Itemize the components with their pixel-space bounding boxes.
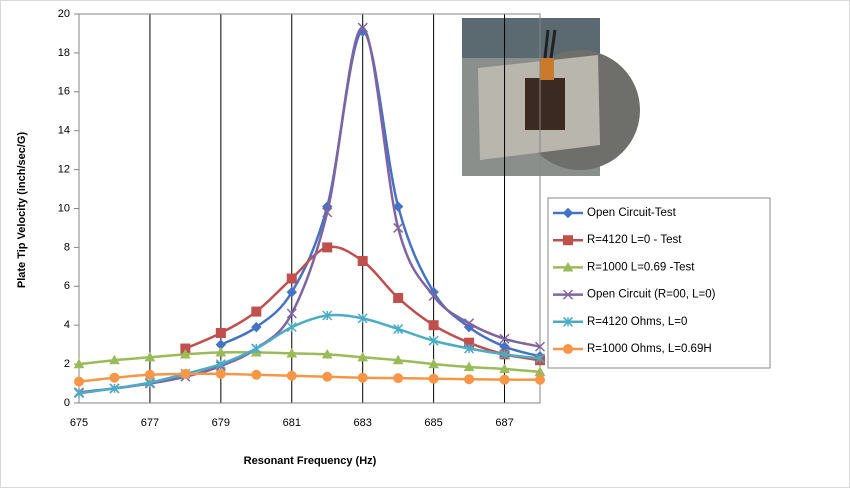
marker [392,201,404,212]
marker [393,292,404,303]
marker [392,354,404,365]
marker [74,376,84,387]
marker [251,306,262,317]
y-tick-label: 2 [64,358,70,370]
x-tick-label: 685 [424,417,442,429]
marker [393,222,404,233]
marker [322,207,333,218]
marker [322,242,333,253]
marker [180,348,191,359]
marker [109,354,120,365]
y-tick-label: 8 [64,241,70,253]
marker [357,372,368,383]
marker [215,327,226,338]
marker [322,310,333,321]
marker [286,308,297,319]
legend-marker [563,235,573,246]
marker [464,343,475,354]
legend-label: R=4120 Ohms, L=0 [587,316,687,328]
legend-label: Open Circuit (R=00, L=0) [587,289,716,301]
y-tick-label: 0 [64,397,70,409]
marker [251,343,262,354]
legend-label: R=1000 L=0.69 -Test [587,261,695,273]
marker [534,341,546,352]
marker [463,361,475,372]
marker [109,383,120,394]
marker [251,369,262,380]
x-axis-title: Resonant Frequency (Hz) [244,455,377,467]
legend-marker [562,261,574,272]
marker [428,290,439,302]
x-tick-label: 687 [495,417,513,429]
marker [321,348,333,359]
legend-label: R=1000 Ohms, L=0.69H [587,343,712,355]
marker [464,374,475,385]
marker [109,372,120,383]
marker [428,335,439,346]
y-tick-label: 6 [64,280,70,292]
marker [428,373,439,384]
legend-marker [562,207,574,219]
marker [251,321,262,333]
y-tick-label: 14 [58,125,70,137]
x-tick-label: 683 [354,417,372,429]
marker [322,371,333,382]
legend-marker [562,316,574,327]
marker [215,346,227,357]
marker [535,374,545,385]
x-tick-label: 675 [70,417,88,429]
marker [499,374,510,385]
x-tick-label: 681 [283,417,301,429]
marker [393,324,404,335]
marker [286,286,297,298]
marker [286,370,297,381]
marker [286,322,297,333]
legend-label: Open Circuit-Test [587,207,677,219]
y-tick-label: 10 [58,202,70,214]
marker [215,368,226,379]
y-tick-label: 12 [58,164,70,176]
marker [428,358,439,369]
marker [393,373,404,384]
legend-label: R=4120 L=0 - Test [587,234,682,246]
y-tick-label: 4 [64,319,70,331]
marker [144,351,156,362]
legend-marker [562,289,574,300]
marker [286,273,297,284]
marker [464,318,475,329]
marker [357,351,369,362]
marker [357,256,368,267]
series-line [78,313,541,395]
marker [357,22,368,33]
legend-marker [563,344,573,354]
marker [534,353,546,364]
marker [499,363,510,374]
y-tick-label: 20 [58,8,70,20]
marker [428,320,439,331]
y-tick-label: 16 [58,86,70,98]
marker [73,388,85,399]
x-tick-label: 679 [212,417,230,429]
marker [357,313,368,324]
y-tick-label: 18 [58,47,70,59]
marker [144,369,155,380]
legend-box [547,197,771,369]
photo [462,18,640,176]
marker [73,358,85,369]
x-tick-label: 677 [141,417,159,429]
marker [499,333,510,344]
plot-border [78,13,541,404]
marker [286,347,298,358]
series-line [78,350,541,374]
marker [180,368,191,379]
y-axis-title: Plate Tip Velocity (inch/sec/G) [16,132,28,289]
marker [215,359,226,370]
marker [499,349,510,360]
